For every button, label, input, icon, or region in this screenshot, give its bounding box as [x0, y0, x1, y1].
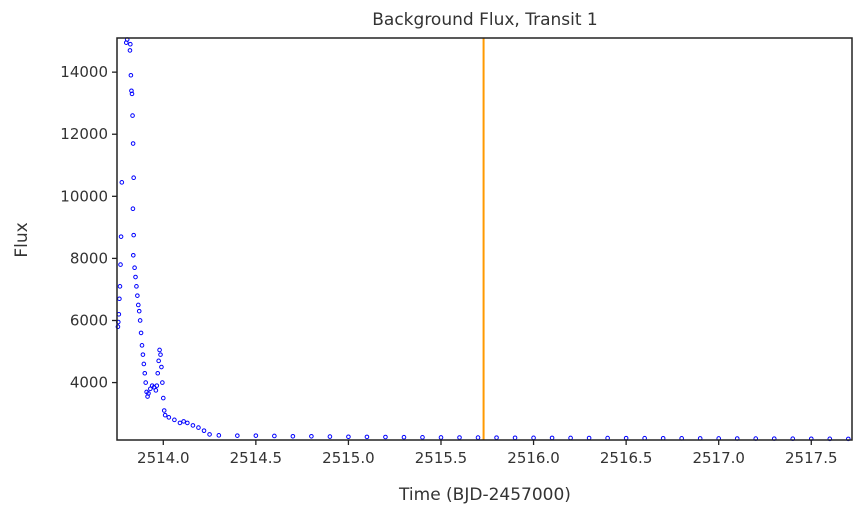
data-point [131, 175, 136, 180]
data-point [512, 435, 518, 441]
data-point [154, 383, 160, 388]
data-point [201, 428, 207, 433]
x-tick-label: 2514.0 [137, 449, 190, 467]
y-tick-label: 12000 [60, 125, 108, 143]
data-point [531, 435, 536, 441]
data-point [181, 419, 186, 424]
data-point [177, 420, 183, 426]
data-point [216, 433, 222, 438]
data-point [133, 274, 138, 280]
x-tick-label: 2517.0 [692, 449, 745, 467]
y-axis-title: Flux [12, 222, 32, 257]
data-point [235, 433, 240, 438]
data-point [132, 265, 137, 271]
data-point [172, 417, 177, 423]
data-point [475, 435, 481, 440]
y-tick-label: 6000 [70, 311, 108, 329]
data-point [140, 352, 146, 357]
data-point [128, 41, 133, 47]
chart-title: Background Flux, Transit 1 [372, 10, 598, 30]
data-point [130, 206, 136, 212]
data-point [549, 435, 555, 441]
data-point [160, 395, 166, 401]
plot-area [115, 37, 851, 442]
data-point [401, 434, 407, 440]
data-point [207, 432, 212, 437]
data-point [309, 433, 314, 439]
data-point [158, 352, 163, 357]
y-tick-label: 10000 [60, 187, 108, 205]
data-point [128, 72, 134, 78]
data-point [383, 434, 388, 440]
data-point [142, 370, 148, 376]
x-tick-label: 2516.0 [507, 449, 560, 467]
data-point [185, 420, 190, 426]
data-point [119, 180, 125, 185]
data-point [134, 284, 139, 289]
data-point [135, 302, 141, 308]
data-point [160, 380, 165, 385]
data-point [327, 434, 333, 439]
x-axis-title: Time (BJD-2457000) [398, 485, 571, 505]
data-point [196, 425, 201, 430]
data-point [118, 262, 123, 267]
plot-frame [116, 37, 853, 441]
data-point [190, 423, 196, 428]
data-point [137, 318, 143, 323]
data-point [568, 435, 573, 441]
x-axis: 2514.0 2514.5 2515.0 2515.5 2516.0 2516.5 2517… [137, 440, 838, 467]
data-point [156, 358, 161, 364]
data-point [115, 324, 121, 329]
data-point [130, 113, 135, 118]
x-tick-label: 2515.0 [322, 449, 375, 467]
data-point [141, 361, 147, 367]
x-tick-label: 2516.5 [600, 449, 653, 467]
data-point [420, 435, 425, 440]
data-point [494, 435, 499, 440]
data-point [161, 408, 167, 413]
data-point [139, 343, 145, 348]
data-point [136, 308, 142, 314]
data-point [130, 141, 136, 146]
data-point [162, 412, 168, 418]
y-tick-label: 8000 [70, 249, 108, 267]
x-tick-label: 2515.5 [415, 449, 468, 467]
data-point [272, 433, 277, 439]
data-point [438, 435, 444, 440]
data-point [138, 330, 144, 336]
data-point [157, 347, 162, 353]
data-point [346, 434, 351, 440]
data-point [127, 48, 133, 53]
data-point [117, 284, 123, 289]
data-point [130, 252, 136, 258]
y-axis: 4000 6000 8000 10000 12000 14000 [60, 63, 117, 392]
data-point [131, 232, 136, 238]
data-point [159, 364, 164, 370]
data-point [153, 388, 159, 393]
data-point [457, 435, 462, 440]
data-point [129, 91, 135, 97]
data-point [364, 434, 370, 440]
data-point [143, 380, 148, 385]
y-tick-label: 14000 [60, 63, 108, 81]
data-point [166, 415, 172, 420]
data-point [290, 433, 296, 439]
data-point [117, 296, 122, 302]
x-tick-label: 2514.5 [230, 449, 283, 467]
data-point [135, 293, 140, 298]
data-point [146, 391, 151, 396]
y-tick-label: 4000 [70, 374, 108, 392]
data-point [253, 433, 259, 438]
data-point [118, 234, 124, 239]
data-point [155, 370, 161, 376]
x-tick-label: 2517.5 [785, 449, 838, 467]
